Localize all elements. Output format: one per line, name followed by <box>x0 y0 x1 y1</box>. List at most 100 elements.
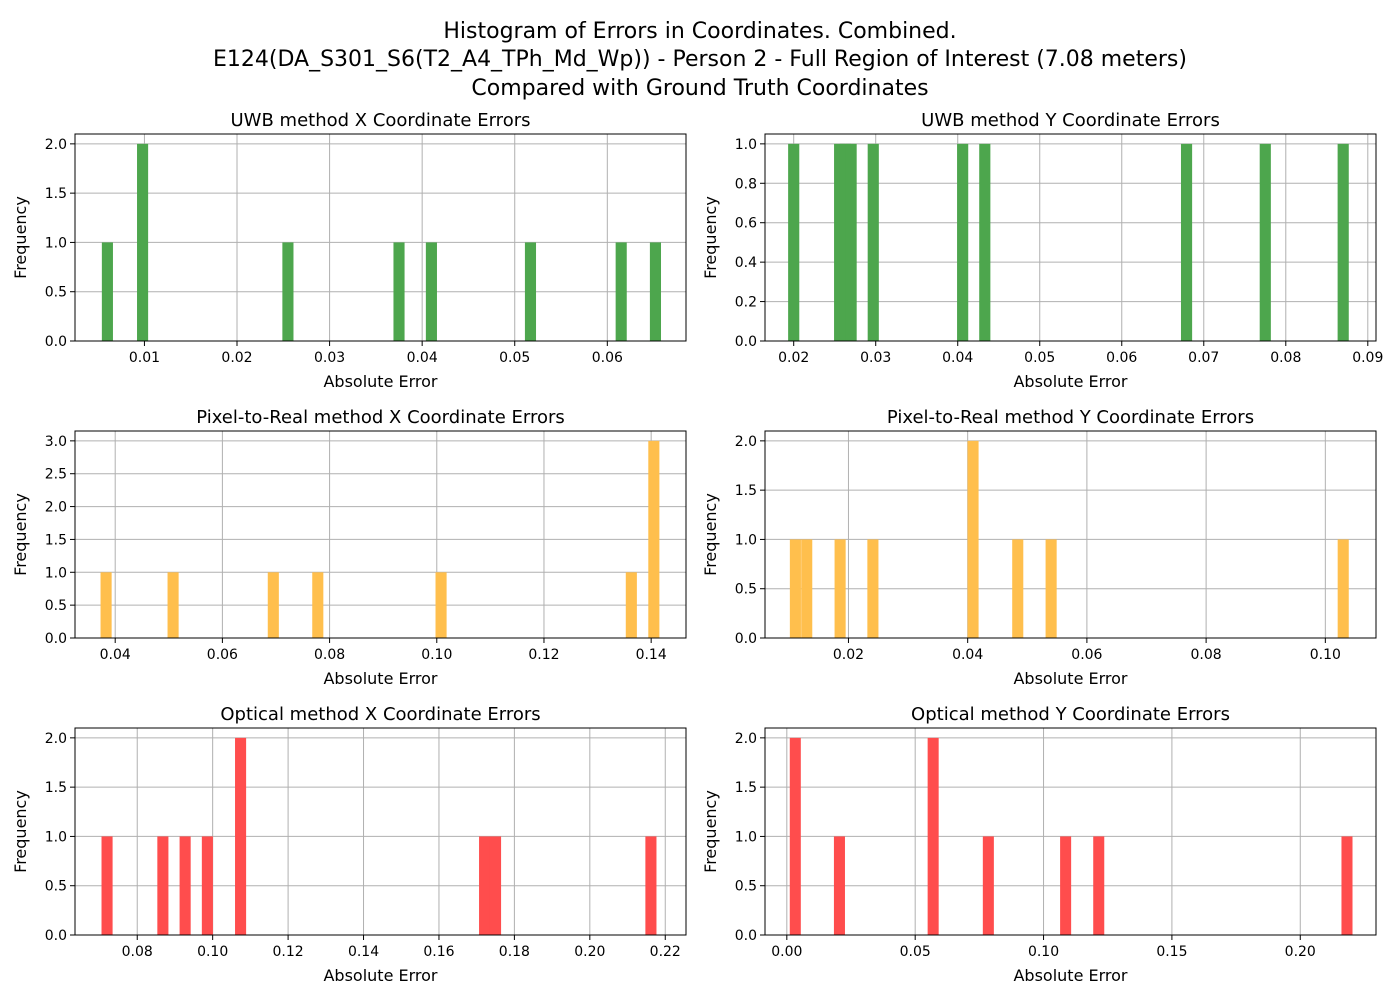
histogram-bar <box>801 539 813 638</box>
histogram-bar <box>489 836 502 935</box>
x-tick-label: 0.20 <box>574 944 605 960</box>
histogram-bar <box>957 143 969 341</box>
y-tick-label: 1.0 <box>45 565 67 581</box>
histogram-bar <box>524 242 537 341</box>
y-axis-label: Frequency <box>11 493 30 576</box>
y-tick-label: 1.5 <box>735 780 757 796</box>
y-tick-label: 2.0 <box>735 434 757 450</box>
histogram-bar <box>157 836 169 935</box>
histogram-bar <box>100 572 112 638</box>
histogram-bar <box>649 242 662 341</box>
x-tick-label: 0.04 <box>407 350 438 366</box>
histogram-bar <box>867 539 879 638</box>
histogram-panel-6: 0.00 0.05 0.10 0.15 0.20 0.0 0.5 1.0 1.5 2.0 Optic… <box>701 704 1377 985</box>
histogram-panel-5: 0.08 0.10 0.12 0.14 0.16 0.18 0.20 0.22 0.0 0.5 1.… <box>11 704 687 985</box>
x-tick-label: 0.04 <box>100 647 131 663</box>
y-tick-label: 0.0 <box>735 928 757 944</box>
y-tick-label: 0.0 <box>45 631 67 647</box>
histogram-bar <box>479 836 491 935</box>
x-tick-label: 0.02 <box>221 350 252 366</box>
histogram-bar <box>645 836 657 935</box>
x-tick-label: 0.01 <box>129 350 160 366</box>
histogram-bar <box>788 143 800 341</box>
histogram-bar <box>267 572 279 638</box>
x-tick-label: 0.20 <box>1285 944 1316 960</box>
plot-frame <box>74 727 687 936</box>
histogram-bar <box>615 242 627 341</box>
histogram-bar <box>867 143 879 341</box>
x-axis-label: Absolute Error <box>1013 372 1127 391</box>
y-tick-label: 0.5 <box>45 879 67 895</box>
y-tick-label: 0.5 <box>735 582 757 598</box>
subplot-title: Optical method X Coordinate Errors <box>220 704 540 725</box>
x-tick-label: 0.10 <box>197 944 228 960</box>
y-tick-label: 1.5 <box>45 186 67 202</box>
x-tick-label: 0.03 <box>860 350 891 366</box>
subplot-title: UWB method X Coordinate Errors <box>231 110 531 131</box>
plot-frame <box>764 133 1377 342</box>
y-tick-label: 0.0 <box>735 334 757 350</box>
histogram-bar <box>839 143 851 341</box>
x-tick-label: 0.22 <box>650 944 681 960</box>
x-tick-label: 0.03 <box>314 350 345 366</box>
y-tick-label: 0.8 <box>735 176 757 192</box>
histogram-bar <box>1093 836 1105 935</box>
histogram-bar <box>648 440 660 638</box>
x-tick-label: 0.02 <box>778 350 809 366</box>
x-tick-label: 0.10 <box>1028 944 1059 960</box>
histogram-bar <box>179 836 191 935</box>
x-tick-label: 0.06 <box>207 647 238 663</box>
histogram-bar <box>625 572 637 638</box>
histogram-bar <box>1259 143 1271 341</box>
x-tick-label: 0.07 <box>1188 350 1219 366</box>
histogram-panel-2: 0.02 0.03 0.04 0.05 0.06 0.07 0.08 0.09 0.0 0.2 0.… <box>701 110 1383 391</box>
x-axis-label: Absolute Error <box>1013 966 1127 985</box>
histogram-bar <box>101 242 113 341</box>
y-tick-label: 0.4 <box>735 255 757 271</box>
plot-frame <box>764 727 1377 936</box>
histogram-bar <box>167 572 179 638</box>
histogram-bar <box>789 737 801 935</box>
y-axis-label: Frequency <box>11 196 30 279</box>
x-tick-label: 0.08 <box>1191 647 1222 663</box>
x-tick-label: 0.14 <box>348 944 379 960</box>
y-tick-label: 2.0 <box>45 500 67 516</box>
x-axis-label: Absolute Error <box>323 669 437 688</box>
histogram-bar <box>425 242 437 341</box>
y-tick-label: 1.0 <box>45 235 67 251</box>
histogram-bar <box>435 572 447 638</box>
subplot-title: Optical method Y Coordinate Errors <box>911 704 1230 725</box>
subplot-title: UWB method Y Coordinate Errors <box>921 110 1220 131</box>
y-axis-label: Frequency <box>11 790 30 873</box>
x-tick-label: 0.10 <box>421 647 452 663</box>
y-tick-label: 1.5 <box>45 780 67 796</box>
y-tick-label: 2.0 <box>735 731 757 747</box>
x-tick-label: 0.06 <box>1071 647 1102 663</box>
x-tick-label: 0.08 <box>122 944 153 960</box>
histogram-panels: 0.01 0.02 0.03 0.04 0.05 0.06 0.0 0.5 1.0 1.5 2.0 U… <box>11 110 1383 985</box>
histogram-bar <box>1045 539 1057 638</box>
histogram-bar <box>979 143 991 341</box>
y-tick-label: 1.5 <box>735 483 757 499</box>
figure-title-line-3: Compared with Ground Truth Coordinates <box>471 76 928 101</box>
histogram-bar <box>1341 836 1353 935</box>
x-tick-label: 0.08 <box>314 647 345 663</box>
figure-title-line-1: Histogram of Errors in Coordinates. Comb… <box>443 19 956 44</box>
histogram-bar <box>393 242 405 341</box>
y-tick-label: 1.5 <box>45 532 67 548</box>
y-tick-label: 3.0 <box>45 434 67 450</box>
histogram-bar <box>834 539 846 638</box>
y-tick-label: 0.5 <box>735 879 757 895</box>
y-tick-label: 0.2 <box>735 295 757 311</box>
y-tick-label: 2.5 <box>45 467 67 483</box>
y-tick-label: 0.5 <box>45 285 67 301</box>
histogram-bar <box>834 143 846 341</box>
y-tick-label: 1.0 <box>735 829 757 845</box>
x-tick-label: 0.02 <box>833 647 864 663</box>
y-tick-label: 2.0 <box>45 137 67 153</box>
x-tick-label: 0.05 <box>900 944 931 960</box>
subplot-title: Pixel-to-Real method Y Coordinate Errors <box>887 407 1254 428</box>
histogram-bar <box>201 836 213 935</box>
histogram-bar <box>833 836 845 935</box>
